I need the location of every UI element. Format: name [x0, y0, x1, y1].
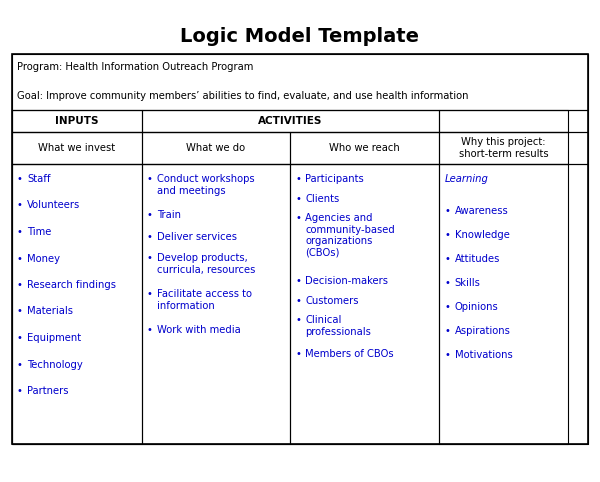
Bar	[290, 132, 439, 164]
Text: INPUTS: INPUTS	[55, 116, 98, 126]
Text: •: •	[295, 174, 301, 184]
Bar	[439, 132, 568, 164]
Text: Motivations: Motivations	[455, 350, 512, 360]
Bar	[142, 132, 290, 164]
Text: •: •	[295, 315, 301, 325]
Text: •: •	[445, 254, 451, 264]
Text: Program: Health Information Outreach Program: Program: Health Information Outreach Pro…	[17, 62, 253, 72]
Text: •: •	[146, 210, 152, 220]
Text: Members of CBOs: Members of CBOs	[305, 349, 394, 359]
Text: Goal: Improve community members’ abilities to find, evaluate, and use health inf: Goal: Improve community members’ abiliti…	[17, 91, 469, 101]
Bar	[142, 164, 290, 444]
Text: Facilitate access to
information: Facilitate access to information	[157, 289, 251, 310]
Text: •: •	[17, 227, 23, 237]
Text: Staff: Staff	[27, 174, 50, 184]
Bar	[12, 54, 588, 110]
Text: Learning: Learning	[445, 174, 488, 184]
Bar	[12, 164, 588, 444]
Text: Volunteers: Volunteers	[27, 201, 80, 211]
Text: Awareness: Awareness	[455, 206, 509, 216]
Text: ACTIVITIES: ACTIVITIES	[258, 116, 322, 126]
Text: •: •	[17, 360, 23, 370]
Text: •: •	[445, 278, 451, 288]
Text: •: •	[445, 350, 451, 360]
Text: Logic Model Template: Logic Model Template	[181, 27, 419, 45]
Text: Train: Train	[157, 210, 181, 220]
Text: •: •	[445, 206, 451, 216]
Text: •: •	[445, 302, 451, 312]
Text: Develop products,
curricula, resources: Develop products, curricula, resources	[157, 253, 255, 275]
Text: Decision-makers: Decision-makers	[305, 276, 388, 286]
Text: •: •	[17, 333, 23, 343]
Text: Clinical
professionals: Clinical professionals	[305, 315, 371, 336]
Text: Equipment: Equipment	[27, 333, 81, 343]
Text: •: •	[146, 231, 152, 241]
Text: Work with media: Work with media	[157, 325, 241, 335]
Text: •: •	[17, 254, 23, 264]
Text: Customers: Customers	[305, 295, 359, 306]
Text: What we do: What we do	[187, 143, 245, 153]
Bar	[439, 110, 568, 132]
Bar	[12, 132, 588, 164]
Text: •: •	[295, 193, 301, 203]
Text: Aspirations: Aspirations	[455, 326, 511, 336]
Text: What we invest: What we invest	[38, 143, 115, 153]
Text: Why this project:
short-term results: Why this project: short-term results	[459, 137, 548, 159]
Text: Who we reach: Who we reach	[329, 143, 400, 153]
Text: Partners: Partners	[27, 386, 68, 396]
Bar	[12, 110, 142, 132]
Text: •: •	[295, 295, 301, 306]
Bar	[12, 132, 142, 164]
Bar	[12, 164, 142, 444]
Text: Conduct workshops
and meetings: Conduct workshops and meetings	[157, 174, 254, 196]
Text: Attitudes: Attitudes	[455, 254, 500, 264]
Text: •: •	[146, 253, 152, 263]
Text: •: •	[146, 325, 152, 335]
Text: •: •	[17, 280, 23, 290]
Text: Participants: Participants	[305, 174, 364, 184]
Text: •: •	[445, 230, 451, 240]
Text: •: •	[445, 326, 451, 336]
Text: •: •	[146, 174, 152, 184]
Text: Skills: Skills	[455, 278, 481, 288]
Text: •: •	[295, 213, 301, 223]
Text: •: •	[17, 174, 23, 184]
Bar	[12, 54, 588, 444]
Text: Agencies and
community-based
organizations
(CBOs): Agencies and community-based organizatio…	[305, 213, 395, 258]
Bar	[439, 164, 568, 444]
Text: Research findings: Research findings	[27, 280, 116, 290]
Text: Opinions: Opinions	[455, 302, 499, 312]
Text: Technology: Technology	[27, 360, 83, 370]
Text: •: •	[295, 349, 301, 359]
Text: Knowledge: Knowledge	[455, 230, 509, 240]
Text: Money: Money	[27, 254, 60, 264]
Text: •: •	[17, 307, 23, 317]
Bar	[290, 164, 439, 444]
Text: •: •	[146, 289, 152, 299]
Text: Clients: Clients	[305, 193, 340, 203]
Bar	[12, 110, 588, 132]
Text: •: •	[17, 201, 23, 211]
Text: Materials: Materials	[27, 307, 73, 317]
Text: Deliver services: Deliver services	[157, 231, 236, 241]
Text: •: •	[17, 386, 23, 396]
Bar	[142, 110, 439, 132]
Text: •: •	[295, 276, 301, 286]
Text: Time: Time	[27, 227, 52, 237]
